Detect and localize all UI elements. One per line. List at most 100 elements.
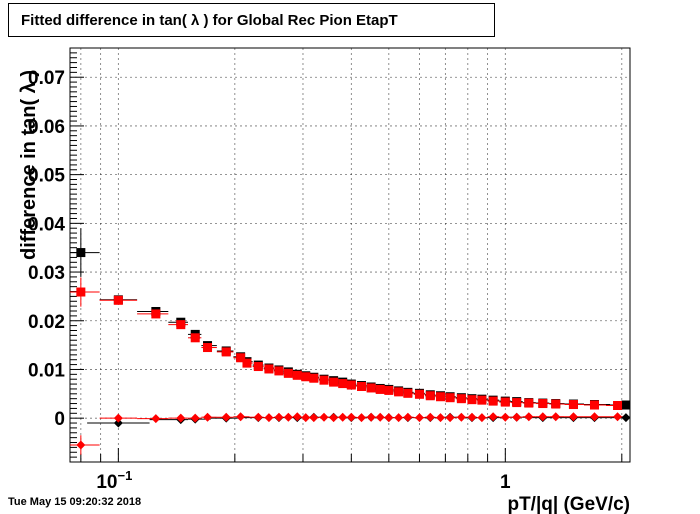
square-marker [524,398,534,408]
diamond-marker [384,413,394,423]
y-tick-label: 0.01 [28,360,65,381]
square-marker [589,400,599,410]
square-marker [329,377,339,387]
chart-title-box: Fitted difference in tan( λ ) for Global… [8,3,495,37]
diamond-marker [414,413,424,423]
square-marker [538,399,548,409]
square-marker [568,400,578,410]
y-tick-label: 0.06 [28,117,65,138]
timestamp: Tue May 15 09:20:32 2018 [8,496,142,508]
square-marker [151,309,161,319]
diamond-marker [394,413,404,423]
y-tick-label: 0.07 [28,68,65,89]
square-marker [176,320,186,330]
square-marker [236,353,246,363]
square-marker [551,399,561,409]
square-marker [488,396,498,406]
diamond-marker [500,412,510,422]
diamond-marker [477,413,487,423]
x-tick-label: 1 [500,472,511,493]
square-marker [375,384,385,394]
diamond-marker [346,412,356,422]
square-marker [253,362,263,372]
diamond-marker [425,412,435,422]
square-marker [221,347,231,357]
chart-title: Fitted difference in tan( λ ) for Global… [21,12,398,29]
square-marker [435,392,445,402]
diamond-marker [403,412,413,422]
x-tick-labels: 10−1 1 [96,468,511,493]
square-marker [403,388,413,398]
diamond-marker [76,440,86,450]
y-tick-label: 0.03 [28,263,65,284]
diamond-marker [445,413,455,423]
square-marker [274,366,284,376]
square-marker [283,368,293,378]
diamond-marker [524,412,534,422]
y-tick-label: 0.02 [28,312,65,333]
x-axis-label: pT/|q| (GeV/c) [507,494,630,514]
square-marker [338,379,348,389]
square-marker [301,372,311,382]
diamond-marker [309,413,319,423]
diamond-marker [589,412,599,422]
square-marker [190,333,200,343]
diamond-marker [151,414,161,424]
square-marker [346,380,356,390]
square-marker [414,389,424,399]
diamond-marker [301,413,311,423]
diamond-marker [176,413,186,423]
diamond-marker [221,412,231,422]
diamond-marker [264,413,274,423]
diamond-marker [538,412,548,422]
diamond-marker [203,412,213,422]
y-tick-label: 0 [54,409,65,430]
plot-frame [69,47,631,463]
y-axis-label: difference in tan( λ ) [18,70,40,260]
diamond-marker [236,412,246,422]
square-marker [203,343,213,353]
diamond-marker [190,413,200,423]
diamond-marker [375,412,385,422]
square-marker [76,248,86,258]
diamond-marker [435,413,445,423]
square-marker [384,385,394,395]
diamond-marker [292,412,302,422]
diamond-marker [253,412,263,422]
y-tick-label: 0.04 [28,214,65,235]
diamond-marker [568,412,578,422]
diamond-marker [488,412,498,422]
square-marker [309,373,319,383]
square-marker [242,358,252,368]
y-tick-label: 0.05 [28,166,65,187]
square-marker [292,370,302,380]
square-marker [621,400,631,410]
diamond-marker [274,412,284,422]
data-markers [76,248,631,450]
square-marker [467,395,477,405]
square-marker [113,295,123,305]
square-marker [366,383,376,393]
square-marker [76,287,86,297]
square-marker [319,375,329,385]
diamond-marker [621,413,631,423]
diamond-marker [338,412,348,422]
square-marker [425,391,435,401]
square-marker [264,364,274,374]
diamond-marker [283,412,293,422]
diamond-marker [113,418,123,428]
square-marker [500,397,510,407]
diamond-marker [113,413,123,423]
diamond-marker [551,412,561,422]
square-marker [445,393,455,403]
y-tick-labels: 0 0.01 0.02 0.03 0.04 0.05 0.06 0.07 [28,68,65,430]
square-marker [613,401,623,411]
square-marker [394,387,404,397]
diamond-marker [357,413,367,423]
diamond-marker [512,412,522,422]
square-marker [477,395,487,405]
diamond-marker [319,412,329,422]
square-marker [512,398,522,408]
diamond-marker [329,413,339,423]
diamond-marker [467,412,477,422]
